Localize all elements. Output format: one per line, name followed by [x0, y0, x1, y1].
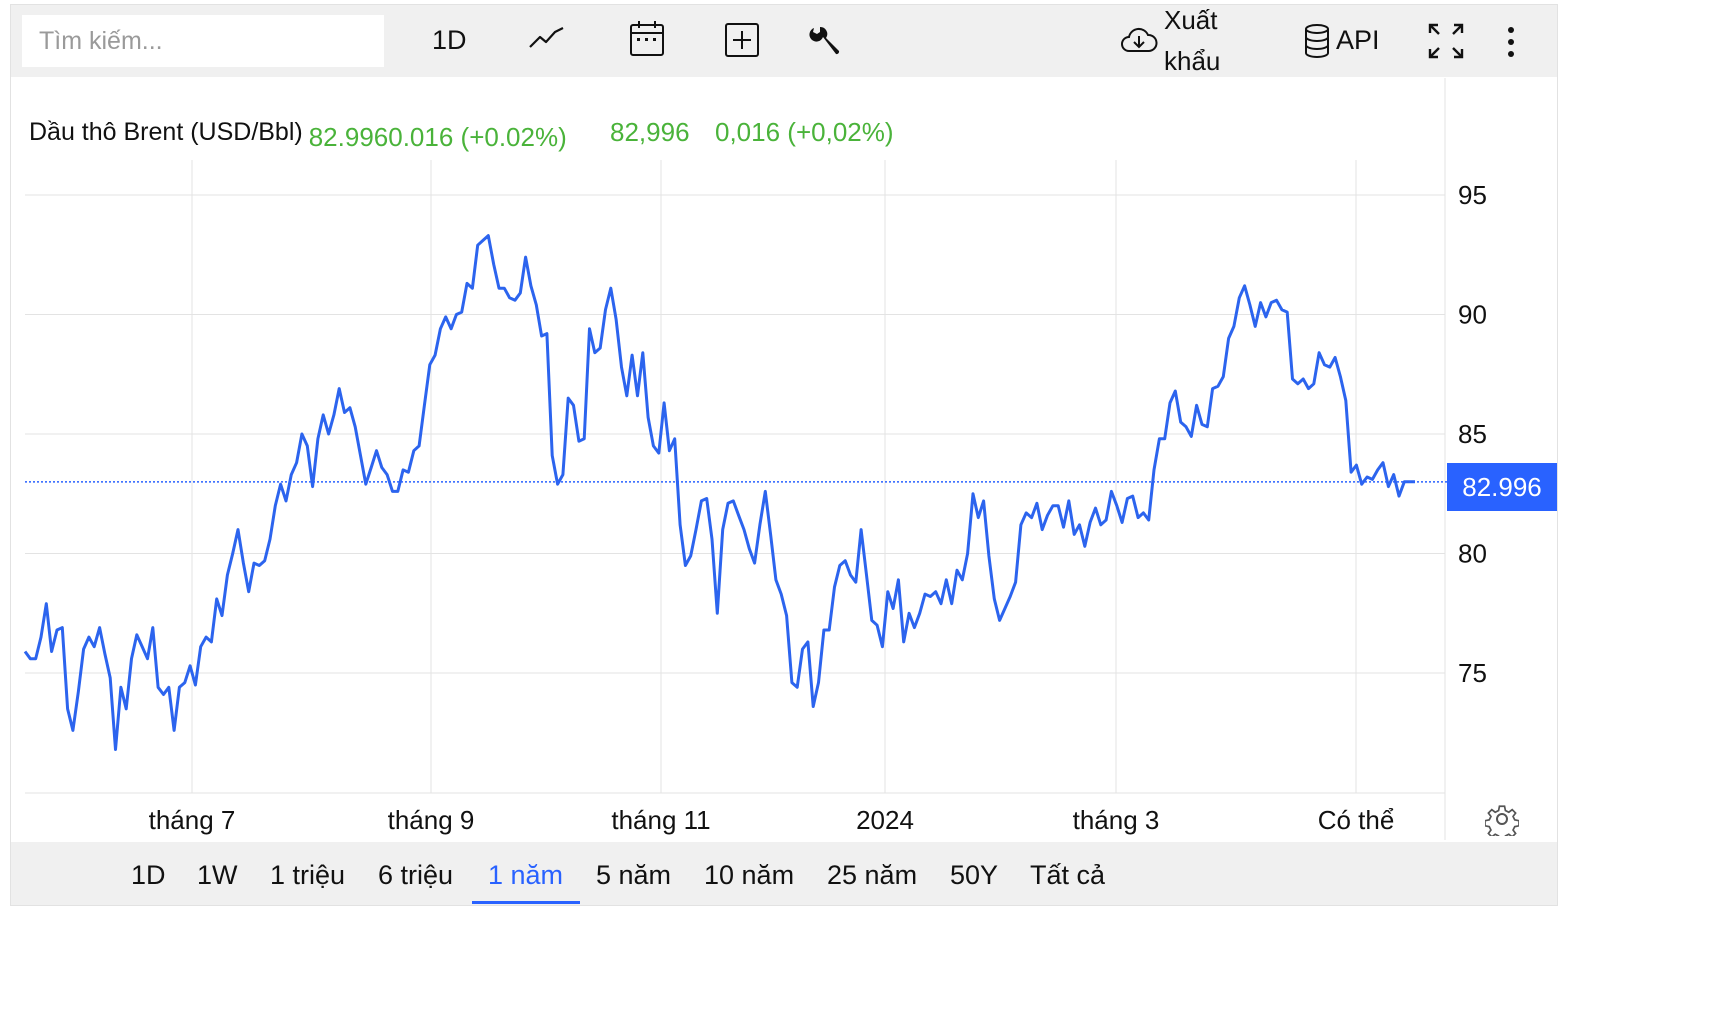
add-compare-icon[interactable] [724, 22, 760, 58]
interval-button[interactable]: 1D [432, 25, 467, 55]
api-button[interactable]: API [1336, 25, 1380, 55]
export-label-line1: Xuất [1164, 5, 1218, 35]
line-chart-icon[interactable] [528, 25, 566, 51]
y-tick-label: 95 [1458, 180, 1487, 210]
export-button[interactable]: Xuất khẩu [1164, 0, 1220, 82]
x-tick-label: 2024 [856, 805, 914, 835]
chart-title: Dầu thô Brent (USD/Bbl) 82.9960.016 (+0.0… [29, 116, 894, 152]
range-button[interactable]: 1 triệu [270, 860, 346, 890]
range-button[interactable]: 6 triệu [378, 860, 454, 890]
range-button[interactable]: 1D [131, 860, 166, 890]
cloud-download-icon[interactable] [1120, 26, 1158, 56]
range-button[interactable]: 5 năm [596, 860, 672, 890]
price-change-combined: 82.9960.016 (+0.02%) [308, 122, 567, 152]
x-tick-label: Có thể [1318, 805, 1395, 835]
range-button[interactable]: Tất cả [1030, 860, 1106, 890]
instrument-name: Dầu thô Brent (USD/Bbl) [29, 118, 303, 146]
range-selector [11, 842, 1557, 905]
range-button[interactable]: 1 năm [488, 860, 564, 890]
gear-icon[interactable] [1484, 802, 1520, 842]
x-tick-label: tháng 7 [149, 805, 236, 835]
x-tick-label: tháng 9 [388, 805, 475, 835]
export-label-line2: khẩu [1164, 46, 1221, 76]
active-range-underline [472, 901, 580, 904]
more-vertical-icon[interactable] [1505, 26, 1517, 58]
x-tick-label: tháng 11 [611, 805, 710, 835]
price-series-line [23, 234, 1415, 751]
y-tick-label: 85 [1458, 419, 1487, 449]
calendar-icon[interactable] [629, 20, 665, 58]
search-input[interactable] [22, 15, 384, 67]
y-tick-label: 80 [1458, 539, 1487, 569]
y-tick-label: 75 [1458, 658, 1487, 688]
range-button[interactable]: 10 năm [704, 860, 795, 890]
x-tick-label: tháng 3 [1073, 805, 1160, 835]
database-icon[interactable] [1304, 24, 1330, 58]
range-button[interactable]: 50Y [950, 860, 999, 890]
chart-frame [10, 4, 1558, 906]
range-button[interactable]: 1W [197, 860, 238, 890]
y-tick-label: 90 [1458, 300, 1487, 330]
last-price: 82,996 [610, 117, 690, 147]
range-button[interactable]: 25 năm [827, 860, 918, 890]
fullscreen-icon[interactable] [1428, 23, 1464, 59]
price-change: 0,016 (+0,02%) [715, 117, 894, 147]
last-price-tag: 82.996 [1447, 463, 1557, 511]
wrench-icon[interactable] [808, 24, 842, 60]
